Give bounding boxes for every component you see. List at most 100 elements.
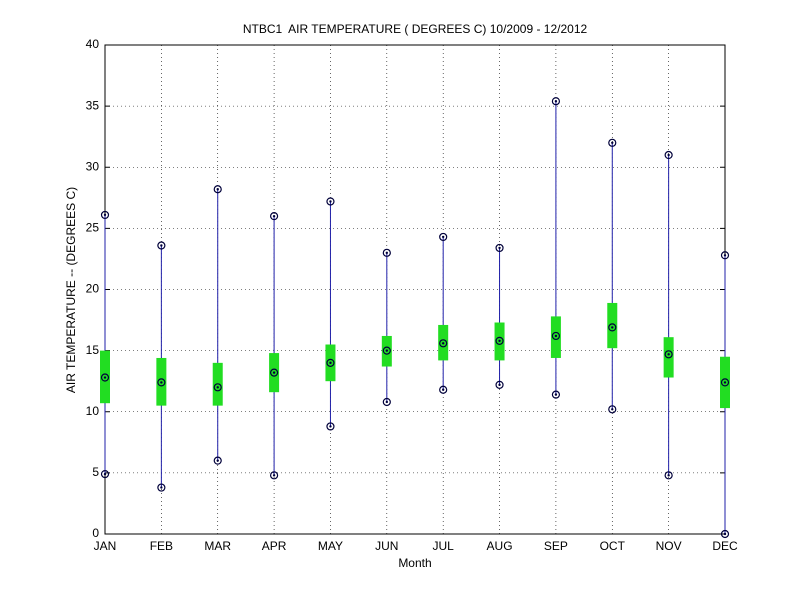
x-tick-label: NOV <box>656 539 682 553</box>
x-tick-label: MAY <box>318 539 343 553</box>
marker <box>439 385 448 394</box>
marker-dot <box>554 393 558 396</box>
marker-dot <box>611 141 614 144</box>
marker <box>157 378 166 387</box>
x-tick-label: SEP <box>544 539 568 553</box>
marker-dot <box>611 326 614 329</box>
marker-dot <box>216 386 219 389</box>
marker <box>213 185 222 194</box>
marker-dot <box>329 361 332 365</box>
marker-dot <box>723 532 727 536</box>
marker <box>495 243 504 253</box>
x-tick-label: MAR <box>204 539 231 553</box>
marker-dot <box>329 425 332 428</box>
marker <box>326 422 335 431</box>
marker-dot <box>216 188 219 191</box>
marker <box>608 138 617 147</box>
marker <box>382 346 391 355</box>
marker-dot <box>611 408 614 411</box>
marker <box>720 378 730 387</box>
marker-dot <box>441 235 445 239</box>
marker-dot <box>329 200 332 203</box>
x-tick-label: AUG <box>487 539 513 553</box>
x-tick-label: DEC <box>712 539 738 553</box>
marker <box>326 358 335 367</box>
marker-dot <box>554 334 558 338</box>
marker-dot <box>160 381 163 384</box>
y-tick-label: 10 <box>86 404 100 418</box>
marker <box>664 150 673 160</box>
y-tick-label: 15 <box>86 343 100 357</box>
marker <box>551 331 561 341</box>
chart-title: NTBC1 AIR TEMPERATURE ( DEGREES C) 10/20… <box>243 22 588 36</box>
marker <box>213 383 222 392</box>
marker-dot <box>441 342 445 345</box>
marker-dot <box>723 254 727 257</box>
marker <box>720 529 730 539</box>
y-tick-label: 40 <box>86 37 100 51</box>
marker <box>157 241 166 250</box>
x-axis-label: Month <box>398 556 431 570</box>
marker <box>439 232 448 242</box>
marker-dot <box>160 244 163 247</box>
marker <box>664 471 673 480</box>
x-tick-label: JAN <box>94 539 117 553</box>
marker <box>495 380 504 389</box>
marker <box>439 339 448 348</box>
marker-dot <box>498 339 501 343</box>
marker-dot <box>160 486 163 489</box>
marker-dot <box>272 371 276 374</box>
marker-dot <box>441 388 445 391</box>
marker-dot <box>103 376 107 379</box>
marker-dot <box>385 251 389 255</box>
y-tick-label: 35 <box>86 98 100 112</box>
marker-dot <box>216 459 219 462</box>
x-tick-label: JUL <box>433 539 455 553</box>
marker-dot <box>385 349 389 352</box>
marker-dot <box>554 100 558 103</box>
box <box>550 316 561 358</box>
x-tick-label: APR <box>262 539 287 553</box>
marker <box>495 336 504 345</box>
marker <box>213 456 222 465</box>
marker <box>382 397 391 407</box>
x-tick-label: OCT <box>600 539 626 553</box>
marker <box>100 469 110 479</box>
marker-dot <box>498 246 501 250</box>
marker-dot <box>272 214 276 218</box>
marker-dot <box>723 381 727 384</box>
marker-dot <box>667 474 670 477</box>
x-tick-label: JUN <box>375 539 398 553</box>
y-tick-label: 5 <box>92 465 99 479</box>
y-axis-label: AIR TEMPERATURE -- (DEGREES C) <box>64 187 78 393</box>
box <box>607 302 618 349</box>
marker-dot <box>103 472 107 476</box>
marker <box>551 97 561 106</box>
marker <box>157 483 166 492</box>
marker-dot <box>667 153 670 157</box>
marker <box>269 368 279 377</box>
marker <box>326 197 335 206</box>
marker <box>608 405 617 414</box>
y-tick-label: 0 <box>92 526 99 540</box>
marker <box>720 251 730 260</box>
marker <box>100 373 110 382</box>
marker-dot <box>385 400 389 404</box>
marker <box>269 471 279 480</box>
marker-dot <box>272 474 276 477</box>
y-tick-label: 25 <box>86 221 100 235</box>
marker <box>551 390 561 399</box>
marker <box>664 350 673 359</box>
marker <box>100 210 110 220</box>
marker-dot <box>103 213 107 217</box>
marker-dot <box>667 353 670 356</box>
marker <box>269 212 279 221</box>
x-tick-label: FEB <box>150 539 173 553</box>
marker <box>382 248 391 257</box>
y-tick-label: 20 <box>86 282 100 296</box>
marker <box>608 323 617 332</box>
marker-dot <box>498 383 501 387</box>
y-tick-label: 30 <box>86 159 100 173</box>
